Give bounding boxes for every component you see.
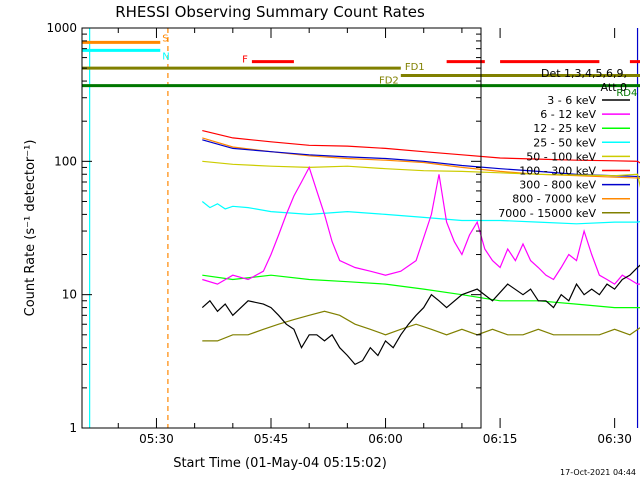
y-axis-label: Count Rate (s⁻¹ detector⁻¹)	[23, 140, 38, 317]
y-tick-label: 1	[69, 421, 77, 435]
series-line-25-50-kev	[201, 201, 640, 225]
state-bars: SNNFFD1FD2RD0RD4	[82, 33, 640, 99]
legend-item-label: 3 - 6 keV	[547, 94, 596, 107]
legend-item-label: 100 - 300 keV	[519, 165, 596, 178]
legend-item-label: 50 - 100 keV	[526, 150, 596, 163]
x-tick-label: 05:30	[139, 432, 174, 446]
x-tick-label: 06:00	[368, 432, 403, 446]
series-line-6-12-kev	[202, 165, 640, 285]
state-bar-label-fd1: FD1	[405, 62, 425, 73]
legend-item-label: 800 - 7000 keV	[512, 193, 596, 206]
plot-area: SNNFFD1FD2RD0RD4	[82, 28, 640, 428]
legend-item-label: 300 - 800 keV	[519, 179, 596, 192]
y-tick-label: 100	[54, 154, 77, 168]
series-line-3-6-kev	[201, 264, 640, 366]
series-line-300-800-kev	[202, 139, 640, 178]
x-tick-label: 06:30	[597, 432, 632, 446]
series-layer	[201, 130, 640, 366]
state-bar-label-n: N	[162, 51, 169, 62]
y-tick-label: 1000	[46, 21, 77, 35]
y-axis: 1 10 100 1000	[46, 21, 481, 435]
chart-title: RHESSI Observing Summary Count Rates	[115, 3, 425, 21]
legend-title-line-2: Att 0	[601, 81, 627, 94]
state-bar-label-rd4: RD4	[616, 88, 637, 99]
series-line-12-25-kev	[202, 274, 640, 309]
vertical-markers	[89, 28, 639, 428]
legend-item-label: 25 - 50 keV	[533, 136, 596, 149]
x-tick-label: 06:15	[483, 432, 518, 446]
legend-item-label: 6 - 12 keV	[540, 108, 596, 121]
state-bar-label-s: S	[162, 33, 168, 44]
plot-frame	[81, 27, 482, 429]
legend-item-label: 7000 - 15000 keV	[498, 207, 596, 220]
x-tick-label: 05:45	[254, 432, 289, 446]
state-bar-label-f: F	[242, 55, 248, 66]
state-bar-label-fd2: FD2	[379, 76, 399, 87]
y-tick-label: 10	[62, 288, 77, 302]
series-line-7000-15000-kev	[202, 310, 640, 342]
legend-title-line-1: Det 1,3,4,5,6,9,	[541, 67, 627, 80]
x-axis-label: Start Time (01-May-04 05:15:02)	[173, 456, 387, 471]
series-line-50-100-kev	[202, 160, 640, 189]
legend-item-label: 12 - 25 keV	[533, 122, 596, 135]
footer-timestamp: 17-Oct-2021 04:44	[560, 468, 636, 477]
series-line-800-7000-kev	[202, 137, 640, 179]
series-line-100-300-kev	[202, 130, 640, 164]
